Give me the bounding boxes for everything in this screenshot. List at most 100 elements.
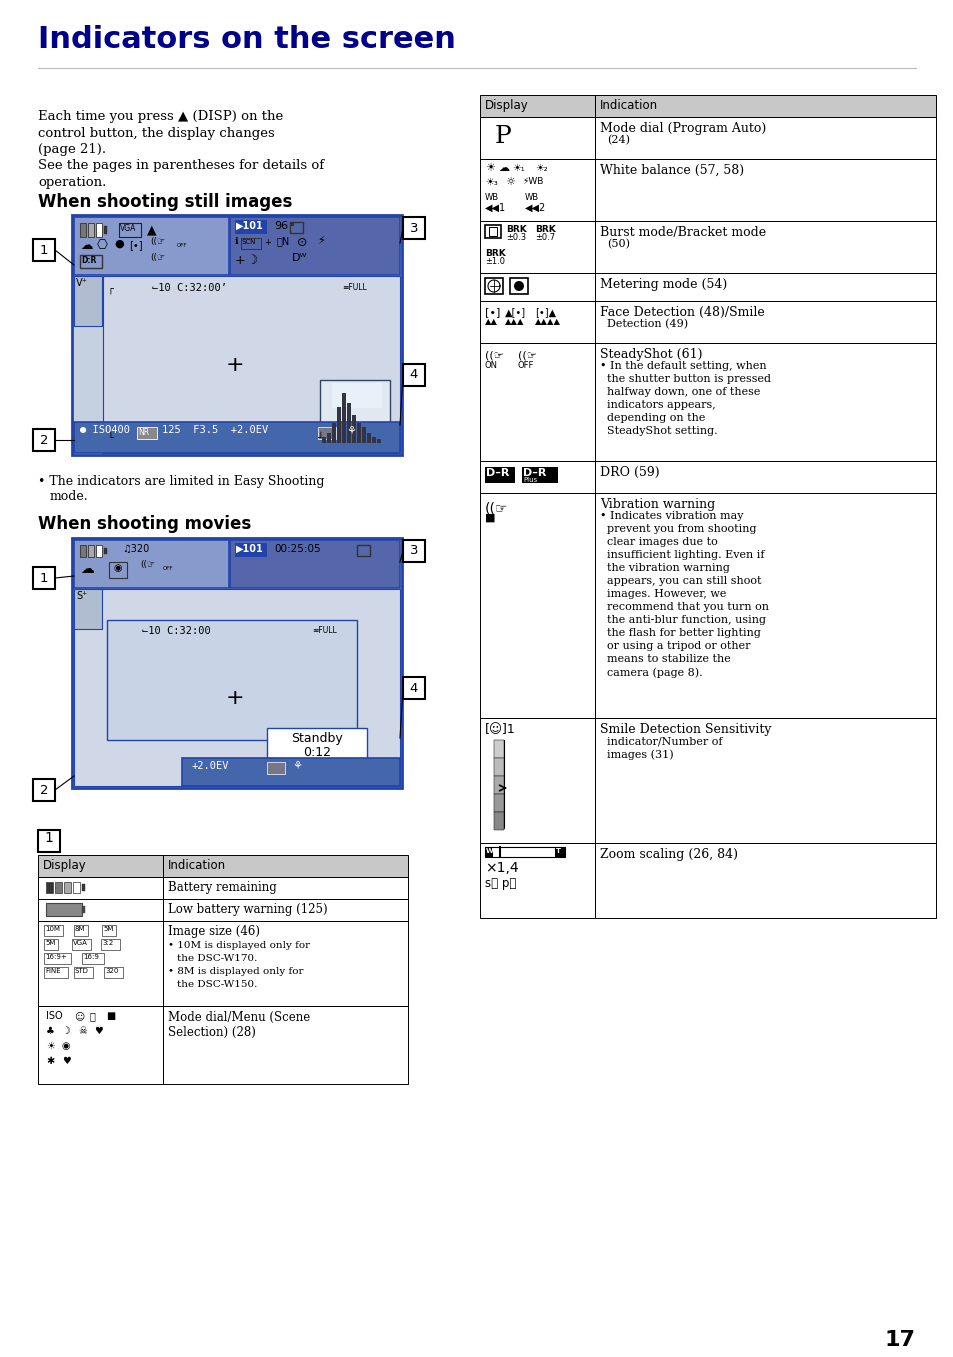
Bar	[163, 877, 408, 898]
Text: [•]▲: [•]▲	[535, 307, 556, 318]
Text: 5M: 5M	[103, 925, 113, 932]
Text: ((☞: ((☞	[484, 351, 503, 361]
Text: See the pages in parentheses for details of: See the pages in parentheses for details…	[38, 160, 324, 172]
Text: +: +	[226, 688, 244, 708]
Text: Display: Display	[484, 99, 528, 113]
Bar	[44, 939, 58, 950]
Text: ±0.7: ±0.7	[535, 233, 555, 242]
Text: Standby: Standby	[291, 731, 342, 745]
Bar	[402, 540, 424, 562]
Text: • 8M is displayed only for: • 8M is displayed only for	[168, 968, 303, 976]
Bar	[356, 546, 370, 556]
Text: BRK: BRK	[535, 225, 556, 233]
Bar	[137, 427, 157, 440]
Bar	[46, 882, 53, 893]
Bar	[595, 159, 935, 221]
Bar	[44, 953, 71, 963]
Text: means to stabilize the: means to stabilize the	[606, 654, 730, 664]
Text: 00:25:05: 00:25:05	[274, 544, 320, 554]
Bar	[82, 906, 85, 913]
Bar	[595, 95, 935, 117]
Text: ⚘: ⚘	[292, 761, 302, 771]
Text: operation.: operation.	[38, 176, 107, 189]
Text: ♥: ♥	[62, 1056, 71, 1067]
Text: ⌙10 C:32:00: ⌙10 C:32:00	[142, 626, 211, 636]
Text: ⚡WB: ⚡WB	[521, 176, 543, 186]
Text: +2.0EV: +2.0EV	[192, 761, 230, 771]
Text: mode.: mode.	[50, 490, 89, 503]
Text: WB: WB	[524, 193, 538, 202]
Bar	[71, 214, 401, 455]
Bar	[352, 415, 355, 442]
Text: ◉: ◉	[113, 563, 122, 573]
Text: the flash for better lighting: the flash for better lighting	[606, 628, 760, 638]
Text: Mode dial (Program Auto): Mode dial (Program Auto)	[599, 122, 765, 134]
Bar	[402, 677, 424, 699]
Text: images. However, we: images. However, we	[606, 589, 725, 598]
Circle shape	[514, 281, 523, 290]
Text: depending on the: depending on the	[606, 413, 704, 423]
Text: D–R: D–R	[522, 468, 546, 478]
Bar	[104, 548, 107, 554]
Bar	[595, 718, 935, 843]
Text: T: T	[556, 848, 560, 854]
Bar	[234, 220, 267, 233]
Text: SteadyShot (61): SteadyShot (61)	[599, 347, 701, 361]
Bar	[46, 902, 82, 916]
Text: Metering mode (54): Metering mode (54)	[599, 278, 726, 290]
Text: D–R: D–R	[485, 468, 509, 478]
Bar	[595, 343, 935, 461]
Bar	[494, 740, 503, 759]
Bar	[494, 740, 503, 828]
Text: ◀◀2: ◀◀2	[524, 204, 546, 213]
Text: ▶101: ▶101	[235, 544, 263, 554]
Text: 3: 3	[410, 544, 417, 558]
Bar	[479, 221, 595, 273]
Text: ISO: ISO	[46, 1011, 63, 1020]
Bar	[479, 159, 595, 221]
Text: Indicators on the screen: Indicators on the screen	[38, 24, 456, 54]
Text: ±1.0: ±1.0	[484, 256, 504, 266]
Text: FINE: FINE	[45, 968, 61, 974]
Text: images (31): images (31)	[606, 749, 673, 760]
Text: 8M: 8M	[75, 925, 86, 932]
Bar	[38, 921, 163, 1006]
Text: 3:2: 3:2	[102, 940, 113, 946]
Text: Battery remaining: Battery remaining	[168, 881, 276, 894]
Text: 1: 1	[40, 243, 49, 256]
Bar	[484, 847, 493, 858]
Text: VGA: VGA	[73, 940, 88, 946]
Text: ON: ON	[484, 361, 497, 370]
Bar	[38, 898, 163, 921]
Text: ▲▲▲▲: ▲▲▲▲	[535, 318, 560, 326]
Text: ((☞: ((☞	[150, 252, 165, 262]
Bar	[356, 423, 360, 442]
Text: OFF: OFF	[177, 243, 188, 248]
Text: ☁: ☁	[80, 239, 92, 252]
Text: (24): (24)	[606, 134, 629, 145]
Bar	[96, 223, 102, 237]
Text: When shooting still images: When shooting still images	[38, 193, 292, 210]
Text: Face Detection (48)/Smile: Face Detection (48)/Smile	[599, 305, 764, 319]
Text: ▶101: ▶101	[235, 221, 263, 231]
Text: ■: ■	[106, 1011, 115, 1020]
Text: Indication: Indication	[168, 859, 226, 873]
Bar	[44, 925, 63, 936]
Text: 0:12: 0:12	[303, 746, 331, 759]
Bar	[88, 223, 94, 237]
Text: S⁺: S⁺	[76, 592, 88, 601]
Bar	[595, 117, 935, 159]
Bar	[479, 343, 595, 461]
Bar	[71, 537, 401, 788]
Bar	[361, 427, 366, 442]
Text: ×1,4: ×1,4	[484, 860, 518, 875]
Bar	[317, 427, 335, 440]
Bar	[80, 223, 86, 237]
Bar	[88, 546, 94, 556]
Text: the anti-blur function, using: the anti-blur function, using	[606, 615, 765, 626]
Text: Display: Display	[43, 859, 87, 873]
Text: Selection) (28): Selection) (28)	[168, 1026, 255, 1039]
Bar	[33, 239, 55, 261]
Bar	[33, 779, 55, 801]
Text: SteadyShot setting.: SteadyShot setting.	[606, 426, 717, 436]
